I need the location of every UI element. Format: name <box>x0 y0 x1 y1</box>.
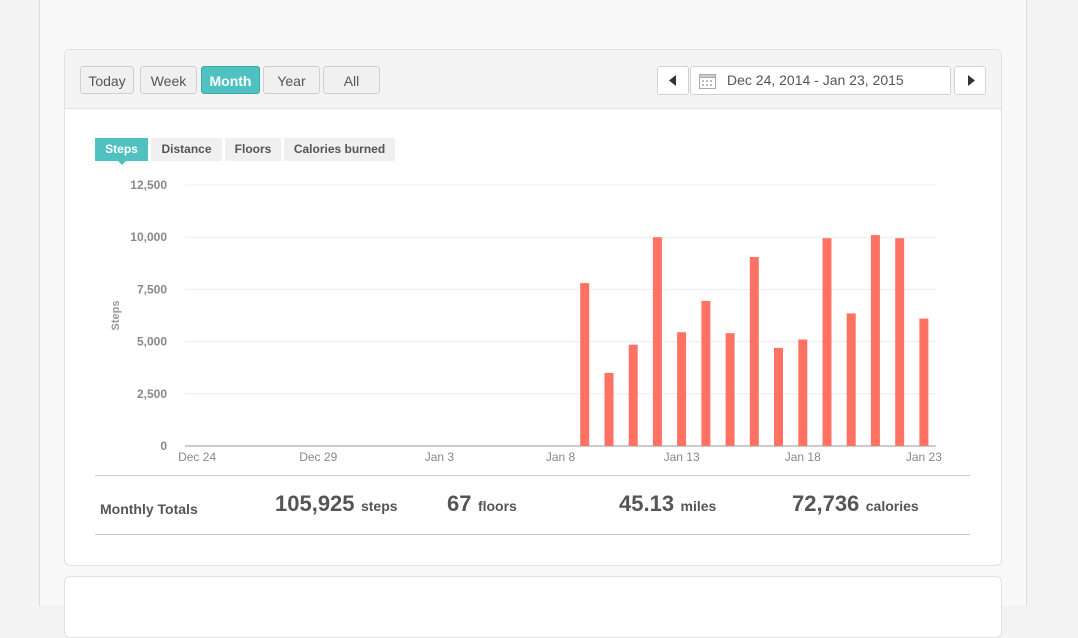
x-tick-label: Dec 29 <box>299 450 337 464</box>
period-button-week[interactable]: Week <box>140 66 197 94</box>
calendar-icon <box>699 74 716 89</box>
activity-card: Today Week Month Year All Dec 24, 2014 -… <box>64 49 1002 566</box>
totals-divider-top <box>95 475 970 476</box>
y-tick-label: 2,500 <box>137 387 167 401</box>
date-range-label: Dec 24, 2014 - Jan 23, 2015 <box>727 72 904 88</box>
y-axis-label: Steps <box>110 301 122 331</box>
bar <box>580 283 590 446</box>
y-tick-label: 12,500 <box>130 178 167 192</box>
total-calories-unit: calories <box>865 498 919 514</box>
total-floors: 67 floors <box>447 491 517 517</box>
total-calories: 72,736 calories <box>792 491 919 517</box>
x-tick-label: Jan 18 <box>785 450 821 464</box>
x-tick-label: Jan 8 <box>546 450 576 464</box>
bar <box>628 344 638 446</box>
x-tick-label: Dec 24 <box>178 450 216 464</box>
bar <box>749 257 759 446</box>
bar <box>725 333 735 446</box>
total-floors-value: 67 <box>447 491 472 516</box>
y-tick-label: 0 <box>160 439 167 453</box>
total-miles-unit: miles <box>680 498 717 514</box>
x-tick-label: Jan 3 <box>425 450 455 464</box>
y-tick-label: 5,000 <box>137 335 167 349</box>
total-steps: 105,925 steps <box>275 491 398 517</box>
total-steps-value: 105,925 <box>275 491 355 516</box>
total-miles-value: 45.13 <box>619 491 675 516</box>
bar <box>798 339 808 446</box>
card-header: Today Week Month Year All Dec 24, 2014 -… <box>65 50 1001 109</box>
totals-label: Monthly Totals <box>100 501 198 517</box>
total-miles: 45.13 miles <box>619 491 716 517</box>
totals-divider-bottom <box>95 534 970 535</box>
total-steps-unit: steps <box>360 498 398 514</box>
bar <box>822 238 832 446</box>
y-tick-label: 10,000 <box>130 230 167 244</box>
metric-tab-distance[interactable]: Distance <box>151 138 222 161</box>
period-button-today[interactable]: Today <box>80 66 134 94</box>
bar <box>604 372 614 446</box>
secondary-card <box>64 576 1002 638</box>
total-floors-unit: floors <box>477 498 517 514</box>
metric-tab-calories[interactable]: Calories burned <box>284 138 395 161</box>
bar <box>701 300 711 446</box>
metric-tab-steps[interactable]: Steps <box>95 138 148 165</box>
bar <box>774 347 783 446</box>
next-range-button[interactable] <box>954 66 986 95</box>
prev-range-button[interactable] <box>657 66 689 95</box>
metric-tab-floors[interactable]: Floors <box>225 138 281 161</box>
date-range-picker[interactable]: Dec 24, 2014 - Jan 23, 2015 <box>690 66 951 95</box>
bar <box>870 235 880 446</box>
total-calories-value: 72,736 <box>792 491 860 516</box>
chevron-left-icon <box>669 75 676 86</box>
y-tick-label: 7,500 <box>137 282 167 296</box>
x-tick-label: Jan 23 <box>906 450 942 464</box>
x-tick-label: Jan 13 <box>664 450 700 464</box>
bar <box>895 238 905 446</box>
period-button-month[interactable]: Month <box>201 66 260 94</box>
period-button-year[interactable]: Year <box>263 66 320 94</box>
bar <box>846 313 856 446</box>
chevron-right-icon <box>968 75 975 86</box>
steps-bar-chart: 0 2,500 5,000 7,500 10,000 12,500 Steps Dec 24 D… <box>110 178 942 464</box>
period-button-all[interactable]: All <box>323 66 380 94</box>
bar <box>677 332 687 446</box>
bar <box>919 318 929 446</box>
bar <box>652 237 662 446</box>
